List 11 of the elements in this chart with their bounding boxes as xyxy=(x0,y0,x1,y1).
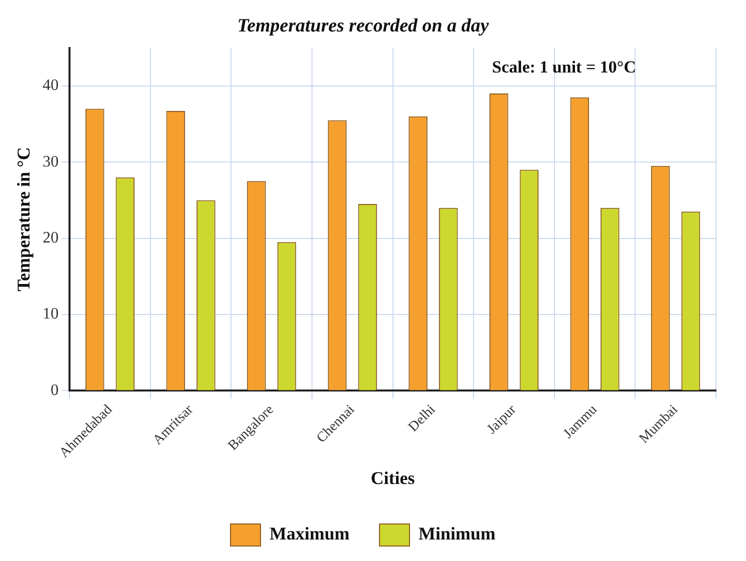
legend-label: Minimum xyxy=(418,524,496,544)
y-tick-label: 0 xyxy=(50,382,59,399)
x-axis-title: Cities xyxy=(370,468,415,488)
legend-label: Maximum xyxy=(270,524,350,544)
y-axis-title: Temperature in °C xyxy=(13,147,34,292)
y-tick-label: 10 xyxy=(42,306,59,323)
y-tick-label: 40 xyxy=(42,77,59,94)
y-tick-label: 20 xyxy=(42,230,59,246)
y-tick-label: 30 xyxy=(42,153,59,170)
annotation: Scale: 1 unit = 10°C xyxy=(492,58,636,77)
chart-title: Temperatures recorded on a day xyxy=(237,15,490,36)
